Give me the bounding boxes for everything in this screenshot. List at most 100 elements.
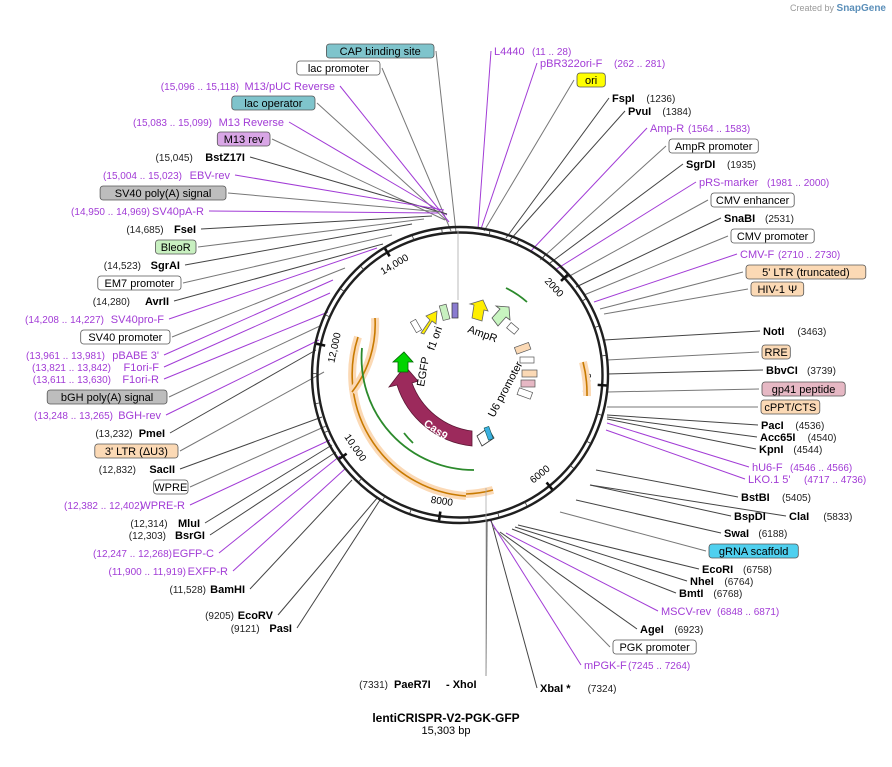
right-label-19[interactable]: cPPT/CTS bbox=[760, 399, 821, 415]
right-label-0[interactable]: L4440 (11 .. 28) bbox=[494, 46, 571, 58]
right-label-6[interactable]: AmpR promoter bbox=[668, 138, 759, 154]
enzyme-name: FspI bbox=[612, 93, 635, 105]
feature-box-text: CMV enhancer bbox=[716, 195, 790, 207]
leader-line bbox=[483, 79, 575, 232]
left-label-31[interactable]: BamHI (11,528) bbox=[169, 584, 245, 596]
right-label-24[interactable]: LKO.1 5' (4717 .. 4736) bbox=[748, 474, 866, 486]
right-label-14[interactable]: HIV-1 Ψ bbox=[750, 281, 805, 297]
primer-position: (13,961 .. 13,981) bbox=[26, 351, 105, 362]
f1ori-arrow[interactable] bbox=[420, 310, 438, 335]
primer-position: (7245 .. 7264) bbox=[628, 661, 690, 672]
left-label-20[interactable]: bGH poly(A) signal bbox=[46, 389, 168, 405]
right-label-35[interactable]: PGK promoter bbox=[612, 639, 697, 655]
right-label-23[interactable]: hU6-F (4546 .. 4566) bbox=[752, 462, 852, 474]
primer-position: (262 .. 281) bbox=[614, 59, 665, 70]
right-label-10[interactable]: SnaBI (2531) bbox=[724, 213, 794, 225]
egfp-arrow[interactable] bbox=[391, 351, 414, 373]
left-label-15[interactable]: SV40pro-F (14,208 .. 14,227) bbox=[25, 314, 164, 326]
right-label-29[interactable]: gRNA scaffold bbox=[708, 543, 799, 559]
right-label-11[interactable]: CMV promoter bbox=[730, 228, 815, 244]
left-label-27[interactable]: MluI (12,314) bbox=[130, 518, 200, 530]
left-label-26[interactable]: WPRE-R(12,382 .. 12,402) bbox=[64, 500, 185, 512]
left-label-14[interactable]: AvrII (14,280) bbox=[93, 296, 169, 308]
left-label-7[interactable]: EBV-rev (15,004 .. 15,023) bbox=[103, 170, 230, 182]
right-label-18[interactable]: gp41 peptide bbox=[761, 381, 846, 397]
right-label-8[interactable]: pRS-marker (1981 .. 2000) bbox=[699, 177, 829, 189]
left-label-2[interactable]: M13/pUC Reverse (15,096 .. 15,118) bbox=[161, 81, 335, 93]
left-label-32[interactable]: EcoRV (9205) bbox=[205, 610, 274, 622]
right-label-7[interactable]: SgrDI (1935) bbox=[686, 159, 756, 171]
left-label-0[interactable]: CAP binding site bbox=[325, 43, 435, 59]
right-label-28[interactable]: SwaI (6188) bbox=[724, 528, 787, 540]
left-label-13[interactable]: EM7 promoter bbox=[97, 275, 182, 291]
primer-name: LKO.1 5' bbox=[748, 474, 790, 486]
left-label-9[interactable]: SV40pA-R(14,950 .. 14,969) bbox=[71, 206, 204, 218]
bleor-block bbox=[438, 303, 451, 321]
right-label-30[interactable]: EcoRI (6758) bbox=[702, 564, 772, 576]
leader-line bbox=[589, 484, 732, 517]
right-label-17[interactable]: BbvCI (3739) bbox=[766, 365, 836, 377]
right-label-9[interactable]: CMV enhancer bbox=[710, 192, 795, 208]
right-label-21[interactable]: Acc65I (4540) bbox=[760, 432, 837, 444]
feature-box bbox=[325, 43, 435, 59]
left-label-8[interactable]: SV40 poly(A) signal bbox=[99, 185, 227, 201]
right-label-3[interactable]: FspI (1236) bbox=[612, 93, 675, 105]
right-label-27[interactable]: ClaI (5833) bbox=[789, 511, 852, 523]
left-label-19[interactable]: F1ori-R (13,611 .. 13,630) bbox=[33, 374, 159, 386]
left-label-12[interactable]: SgrAI (14,523) bbox=[104, 260, 180, 272]
feature-box-text: RRE bbox=[765, 347, 788, 359]
right-label-12[interactable]: CMV-F (2710 .. 2730) bbox=[740, 249, 840, 261]
left-label-17[interactable]: pBABE 3' (13,961 .. 13,981) bbox=[26, 350, 159, 362]
right-label-20[interactable]: PacI (4536) bbox=[761, 420, 824, 432]
right-label-13[interactable]: 5' LTR (truncated) bbox=[745, 264, 867, 280]
left-label-24[interactable]: SacII (12,832) bbox=[99, 464, 175, 476]
right-label-25[interactable]: BstBI (5405) bbox=[741, 492, 811, 504]
leader-line bbox=[169, 349, 317, 434]
left-label-30[interactable]: EXFP-R(11,900 .. 11,919) bbox=[109, 566, 229, 578]
bottom-label-paer7i[interactable]: (7331) PaeR7I - XhoI bbox=[359, 679, 476, 691]
left-label-1[interactable]: lac promoter bbox=[296, 60, 381, 76]
backbone-inner bbox=[316, 231, 604, 519]
enzyme-name: SacII bbox=[149, 464, 175, 476]
cas9-arrow[interactable] bbox=[387, 365, 473, 447]
right-label-1[interactable]: pBR322ori-F (262 .. 281) bbox=[540, 58, 665, 70]
right-label-15[interactable]: NotI (3463) bbox=[763, 326, 826, 338]
left-label-11[interactable]: BleoR bbox=[155, 239, 197, 255]
left-label-29[interactable]: EGFP-C(12,247 .. 12,268) bbox=[93, 548, 214, 560]
right-label-33[interactable]: MSCV-rev (6848 .. 6871) bbox=[661, 606, 779, 618]
right-label-37[interactable]: XbaI * (7324) bbox=[540, 683, 617, 695]
left-label-33[interactable]: PasI (9121) bbox=[231, 623, 292, 635]
left-label-23[interactable]: 3' LTR (ΔU3) bbox=[94, 443, 179, 459]
right-label-32[interactable]: BmtI (6768) bbox=[679, 588, 742, 600]
ori-arrow[interactable] bbox=[468, 299, 489, 322]
right-label-5[interactable]: Amp-R (1564 .. 1583) bbox=[650, 123, 750, 135]
right-label-2[interactable]: ori bbox=[576, 72, 606, 88]
right-label-4[interactable]: PvuI (1384) bbox=[628, 106, 691, 118]
left-label-10[interactable]: FseI (14,685) bbox=[126, 224, 196, 236]
left-label-16[interactable]: SV40 promoter bbox=[80, 329, 171, 345]
leader-line bbox=[606, 388, 760, 393]
ampr-arrow[interactable] bbox=[491, 305, 511, 327]
leader-line bbox=[575, 499, 722, 534]
right-label-22[interactable]: KpnI (4544) bbox=[759, 444, 822, 456]
enzyme-position: (12,314) bbox=[130, 519, 167, 530]
right-label-16[interactable]: RRE bbox=[761, 344, 791, 360]
left-label-28[interactable]: BsrGI (12,303) bbox=[129, 530, 205, 542]
left-label-18[interactable]: F1ori-F (13,821 .. 13,842) bbox=[32, 362, 159, 374]
left-label-25[interactable]: WPRE bbox=[153, 479, 189, 495]
ruler-label: 12,000 bbox=[326, 331, 343, 364]
enzyme-position: (2531) bbox=[765, 214, 794, 225]
right-label-36[interactable]: mPGK-F (7245 .. 7264) bbox=[584, 660, 690, 672]
right-label-31[interactable]: NheI (6764) bbox=[690, 576, 753, 588]
right-label-26[interactable]: BspDI bbox=[734, 511, 766, 523]
left-label-5[interactable]: M13 rev bbox=[216, 131, 271, 147]
left-label-21[interactable]: BGH-rev (13,248 .. 13,265) bbox=[34, 410, 161, 422]
left-label-22[interactable]: PmeI (13,232) bbox=[95, 428, 165, 440]
right-label-34[interactable]: AgeI (6923) bbox=[640, 624, 703, 636]
leader-line bbox=[490, 519, 538, 689]
leader-line bbox=[589, 484, 787, 517]
left-label-3[interactable]: lac operator bbox=[231, 95, 316, 111]
left-label-6[interactable]: BstZ17I (15,045) bbox=[156, 152, 245, 164]
left-label-4[interactable]: M13 Reverse (15,083 .. 15,099) bbox=[133, 117, 284, 129]
